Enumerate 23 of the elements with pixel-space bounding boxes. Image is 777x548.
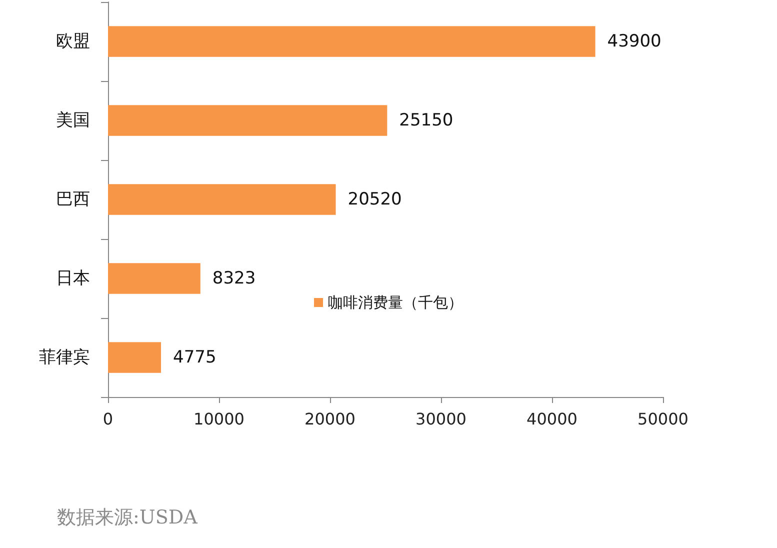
source-note: 数据来源:USDA: [57, 506, 198, 528]
x-tick-label: 0: [102, 410, 114, 428]
x-tick-label: 30000: [416, 410, 466, 428]
x-tick-label: 40000: [526, 410, 578, 428]
data-label: 25150: [399, 110, 454, 130]
bar: [108, 26, 596, 57]
bar: [108, 184, 336, 215]
x-tick-label: 50000: [638, 410, 688, 428]
data-label: 4775: [173, 348, 216, 368]
data-label: 8323: [212, 268, 256, 288]
x-tick-label: 20000: [304, 410, 356, 428]
bar: [108, 263, 200, 294]
data-label: 43900: [607, 32, 662, 52]
y-tick-label: 巴西: [56, 190, 90, 210]
y-tick-label: 菲律宾: [39, 348, 90, 368]
y-tick-label: 日本: [56, 268, 90, 288]
bar: [108, 342, 162, 373]
y-tick-label: 欧盟: [56, 32, 90, 52]
bar: [108, 105, 388, 136]
x-tick-label: 10000: [194, 410, 244, 428]
legend-label: 咖啡消费量（千包）: [328, 294, 463, 312]
data-label: 20520: [348, 190, 402, 210]
y-tick-label: 美国: [56, 110, 90, 130]
